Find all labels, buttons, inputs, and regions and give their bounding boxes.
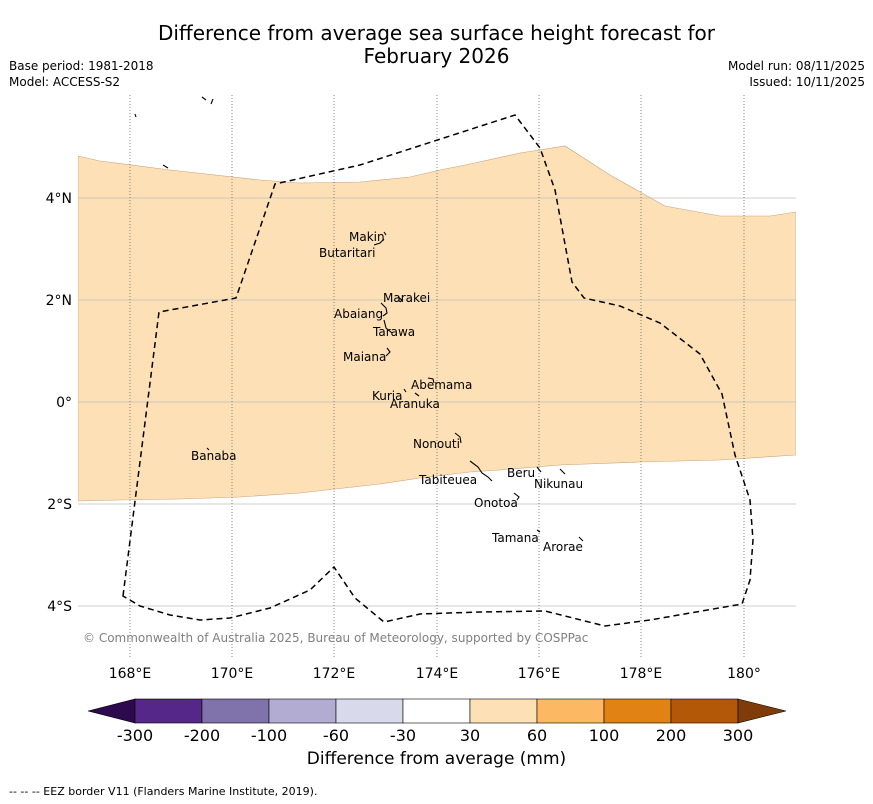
island-tarawa [383, 319, 393, 334]
model-name: Model: ACCESS-S2 [9, 75, 121, 89]
cb-tick-4: -60 [323, 726, 349, 745]
island-marakei [397, 296, 403, 303]
label-nikunau: Nikunau [534, 477, 583, 491]
island-top-3 [134, 113, 137, 118]
lon-gridlines [129, 95, 745, 657]
island-beru [536, 466, 542, 473]
cb-tick-10: 300 [723, 726, 754, 745]
chart-title: Difference from average sea surface heig… [0, 22, 873, 68]
cb-tick-3: -100 [251, 726, 287, 745]
eez-border [122, 114, 754, 627]
colorbar-bin-6 [469, 698, 538, 724]
title-line-1: Difference from average sea surface heig… [157, 21, 716, 45]
island-banaba [206, 447, 210, 451]
lat-axis-labels: 4°N 2°N 0° 2°S 4°S [46, 191, 73, 615]
colorbar-bin-8 [603, 698, 672, 724]
island-tabiteuea [469, 460, 493, 482]
label-arorae: Arorae [543, 540, 583, 554]
island-top-2 [210, 98, 214, 105]
meta-right: Model run: 08/11/2025 Issued: 10/11/2025 [728, 58, 865, 90]
label-abemama: Abemama [411, 378, 472, 392]
lon-axis-labels: 168°E 170°E 172°E 174°E 176°E 178°E 180° [109, 666, 761, 682]
label-aranuka: Aranuka [390, 397, 440, 411]
label-kuria: Kuria [372, 389, 403, 403]
cb-tick-8: 100 [589, 726, 620, 745]
model-run: Model run: 08/11/2025 [727, 59, 865, 73]
colorbar: -300 -200 -100 -60 -30 30 60 100 200 300 [87, 698, 787, 745]
island-tamana [536, 529, 541, 533]
lon-label-170e: 170°E [211, 666, 254, 682]
colorbar-bin-4 [335, 698, 404, 724]
cb-tick-9: 200 [656, 726, 687, 745]
title-line-2: February 2026 [363, 44, 510, 68]
island-kuria [403, 388, 407, 393]
colorbar-bin-1 [134, 698, 203, 724]
colorbar-bin-3 [268, 698, 337, 724]
island-onotoa [513, 492, 520, 501]
colorbar-bin-7 [536, 698, 605, 724]
copyright-notice: © Commonwealth of Australia 2025, Bureau… [83, 631, 589, 645]
lon-label-180: 180° [727, 666, 761, 682]
island-shapes [134, 96, 584, 542]
place-labels: Makin Butaritari Marakei Abaiang Tarawa … [191, 230, 583, 554]
colorbar-label: Difference from average (mm) [306, 749, 567, 769]
base-period: Base period: 1981-2018 [9, 59, 154, 73]
island-top-4 [162, 164, 169, 169]
eez-footnote: -- -- -- EEZ border V11 (Flanders Marine… [9, 785, 318, 798]
label-tabiteuea: Tabiteuea [418, 473, 477, 487]
cb-tick-7: 60 [527, 726, 547, 745]
island-aranuka [414, 392, 420, 397]
island-top-1 [201, 96, 207, 101]
cb-tick-5: -30 [390, 726, 416, 745]
label-onotoa: Onotoa [474, 496, 518, 510]
island-nonouti [454, 432, 462, 444]
label-beru: Beru [507, 466, 535, 480]
lon-label-172e: 172°E [313, 666, 356, 682]
island-abemama [427, 377, 435, 384]
island-butaritari [373, 238, 385, 246]
cb-tick-6: 30 [460, 726, 480, 745]
label-abaiang: Abaiang [334, 307, 383, 321]
lon-label-176e: 176°E [518, 666, 561, 682]
meta-left: Base period: 1981-2018 Model: ACCESS-S2 [9, 58, 154, 90]
label-marakei: Marakei [383, 291, 430, 305]
island-arorae [578, 536, 584, 542]
issued-date: Issued: 10/11/2025 [749, 75, 865, 89]
lon-label-174e: 174°E [416, 666, 459, 682]
island-makin [383, 231, 387, 236]
label-butaritari: Butaritari [319, 246, 376, 260]
label-makin: Makin [349, 230, 385, 244]
label-maiana: Maiana [343, 350, 386, 364]
island-maiana [385, 347, 391, 357]
island-abaiang [380, 302, 388, 317]
colorbar-bin-2 [201, 698, 270, 724]
label-nonouti: Nonouti [413, 437, 460, 451]
lat-label-4n: 4°N [46, 191, 72, 207]
island-nikunau [559, 468, 566, 475]
colorbar-bin-9 [670, 698, 739, 724]
label-banaba: Banaba [191, 449, 237, 463]
label-tamana: Tamana [491, 531, 539, 545]
lat-label-2s: 2°S [47, 497, 72, 513]
cb-tick-1: -300 [117, 726, 153, 745]
label-tarawa: Tarawa [372, 325, 415, 339]
colorbar-high-extend [737, 698, 787, 724]
colorbar-bin-5 [402, 698, 471, 724]
lat-label-4s: 4°S [47, 599, 72, 615]
colorbar-low-extend [87, 698, 136, 724]
cb-tick-2: -200 [184, 726, 220, 745]
lat-label-0: 0° [56, 395, 72, 411]
lat-label-2n: 2°N [46, 293, 72, 309]
lon-label-178e: 178°E [620, 666, 663, 682]
lon-label-168e: 168°E [109, 666, 152, 682]
